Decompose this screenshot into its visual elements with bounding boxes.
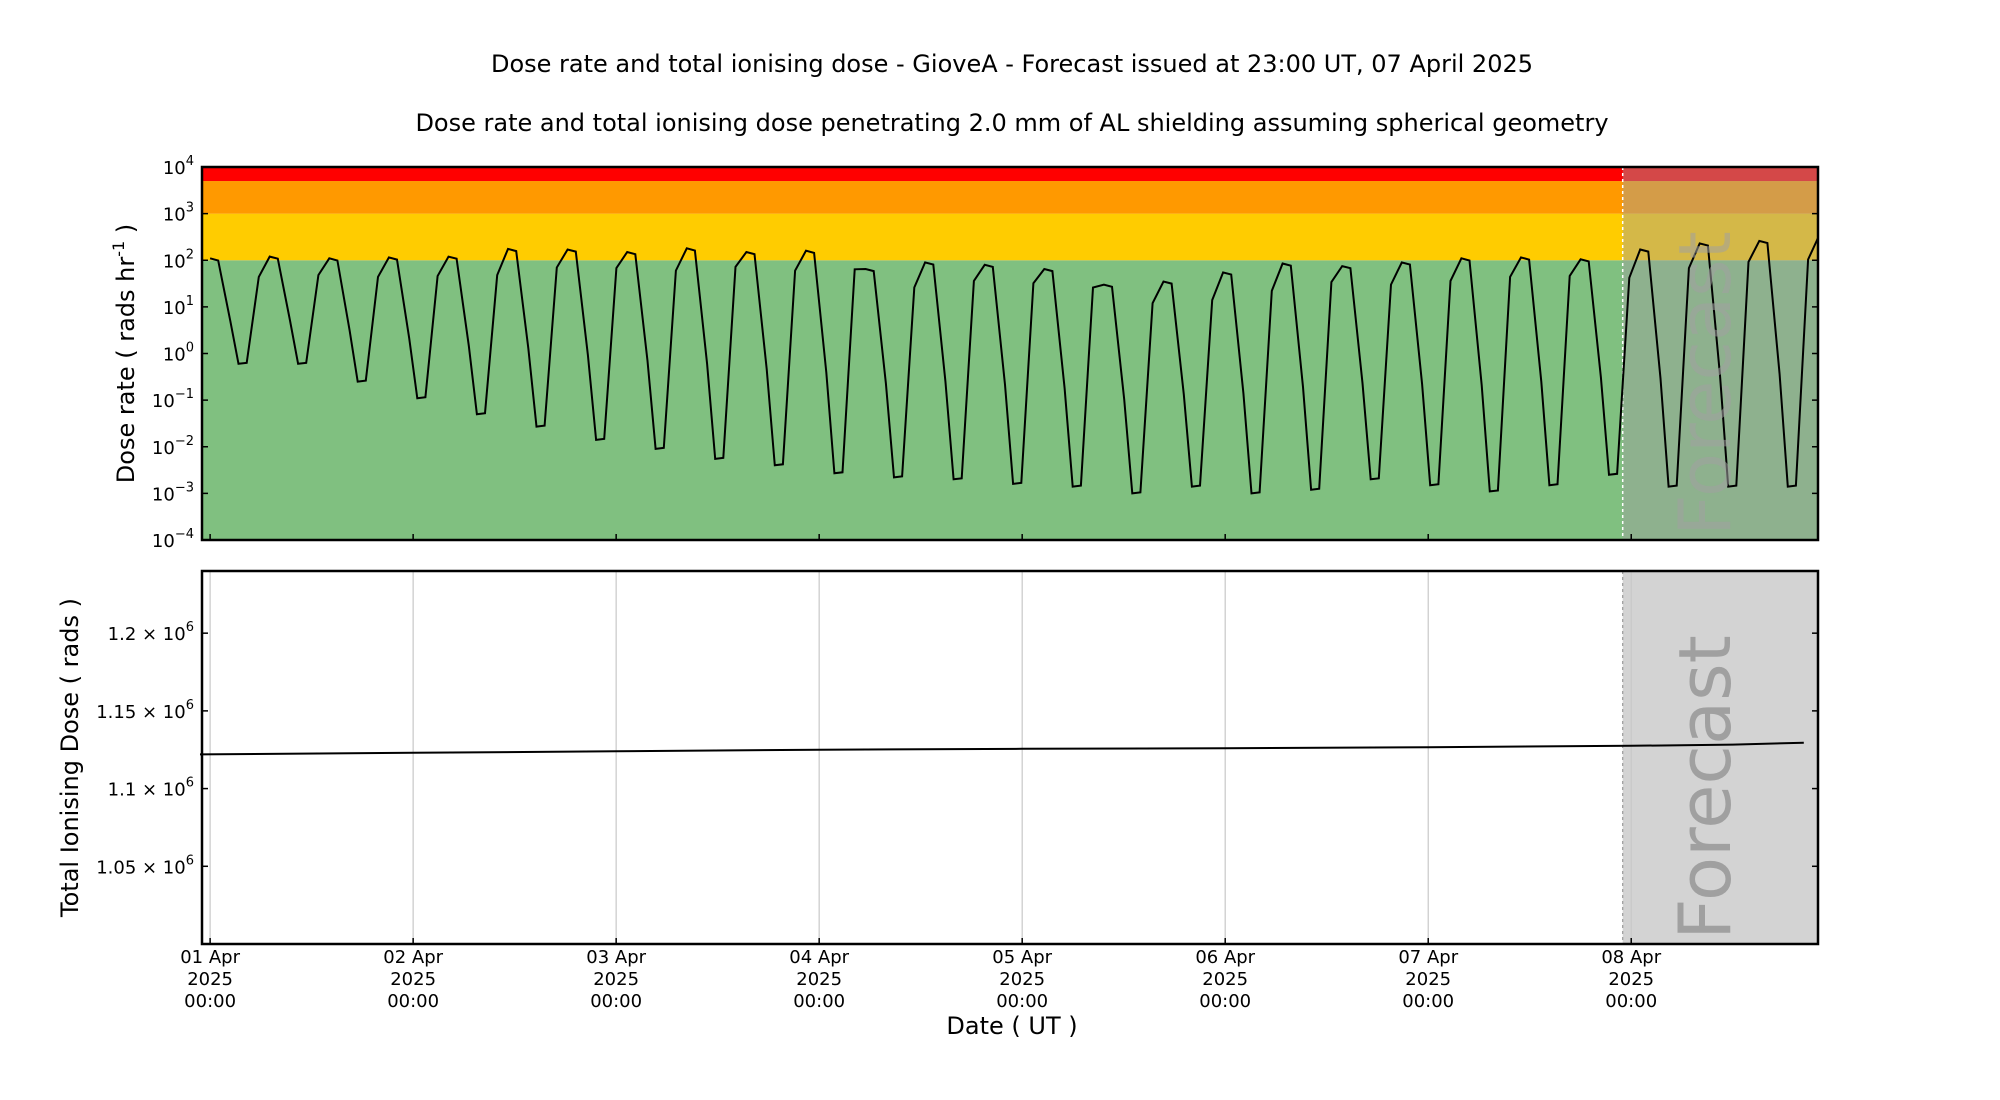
x-tick-label-0-1: 2025 [187, 969, 233, 990]
x-tick-label-6-2: 00:00 [1402, 991, 1454, 1012]
x-tick-label-3-1: 2025 [796, 969, 842, 990]
chart-title: Dose rate and total ionising dose - Giov… [491, 50, 1533, 78]
x-tick-label-1-1: 2025 [390, 969, 436, 990]
x-tick-label-5-2: 00:00 [1199, 991, 1251, 1012]
risk-band-1 [202, 213, 1818, 261]
top-y-axis-label: Dose rate ( rads hr-1 ) [109, 224, 140, 483]
top-ytick-label-2: 10−2 [152, 434, 194, 459]
bottom-ytick-label-3: 1.2 × 106 [108, 620, 194, 645]
bottom-ytick-label-1: 1.1 × 106 [108, 776, 194, 801]
risk-band-3 [202, 167, 1818, 182]
total-dose-panel: Forecast 1.05 × 106 1.1 × 106 1.15 × 106 1.2… [56, 569, 1820, 1012]
forecast-label-top: Forecast [1663, 231, 1747, 536]
x-tick-label-0-2: 00:00 [184, 991, 236, 1012]
x-tick-label-3-0: 04 Apr [789, 947, 849, 968]
x-tick-label-7-2: 00:00 [1605, 991, 1657, 1012]
top-ytick-label-0: 10−4 [152, 527, 194, 552]
x-tick-label-6-0: 07 Apr [1398, 947, 1458, 968]
x-tick-label-4-0: 05 Apr [992, 947, 1052, 968]
top-ytick-label-3: 10−1 [152, 387, 194, 412]
x-tick-label-4-2: 00:00 [996, 991, 1048, 1012]
forecast-label-bottom: Forecast [1663, 635, 1747, 940]
x-tick-label-5-0: 06 Apr [1195, 947, 1255, 968]
risk-band-0 [202, 260, 1818, 540]
x-tick-label-2-1: 2025 [593, 969, 639, 990]
forecast-shade-top [1622, 167, 1818, 540]
x-tick-label-4-1: 2025 [999, 969, 1045, 990]
dose-rate-panel: 10−4 10−3 10−2 10−1 100 101 102 103 104 Dose rate… [109, 154, 1820, 552]
dose-rate-line [209, 237, 1819, 495]
x-tick-label-3-2: 00:00 [793, 991, 845, 1012]
total-dose-line [199, 741, 1804, 756]
x-tick-label-6-1: 2025 [1405, 969, 1451, 990]
x-tick-label-2-2: 00:00 [590, 991, 642, 1012]
top-ytick-label-6: 102 [163, 247, 194, 272]
chart-subtitle: Dose rate and total ionising dose penetr… [415, 109, 1608, 137]
x-tick-label-7-1: 2025 [1608, 969, 1654, 990]
x-tick-label-0-0: 01 Apr [180, 947, 240, 968]
x-tick-label-2-0: 03 Apr [586, 947, 646, 968]
bottom-frame [200, 569, 1820, 946]
x-tick-label-5-1: 2025 [1202, 969, 1248, 990]
forecast-shade-bottom [1622, 571, 1818, 944]
top-ytick-label-5: 101 [163, 294, 194, 319]
x-tick-label-7-0: 08 Apr [1601, 947, 1661, 968]
x-tick-label-1-0: 02 Apr [383, 947, 443, 968]
bottom-ytick-label-2: 1.15 × 106 [96, 698, 194, 723]
x-axis-label: Date ( UT ) [946, 1012, 1077, 1040]
bottom-y-axis-label: Total Ionising Dose ( rads ) [56, 598, 84, 918]
risk-band-2 [202, 181, 1818, 214]
top-ytick-label-4: 100 [163, 341, 194, 366]
x-tick-label-1-2: 00:00 [387, 991, 439, 1012]
top-ytick-label-7: 103 [163, 201, 194, 226]
top-ytick-label-8: 104 [163, 154, 194, 179]
bottom-background [202, 571, 1818, 944]
top-ytick-label-1: 10−3 [152, 480, 194, 505]
bottom-ytick-label-0: 1.05 × 106 [96, 853, 194, 878]
